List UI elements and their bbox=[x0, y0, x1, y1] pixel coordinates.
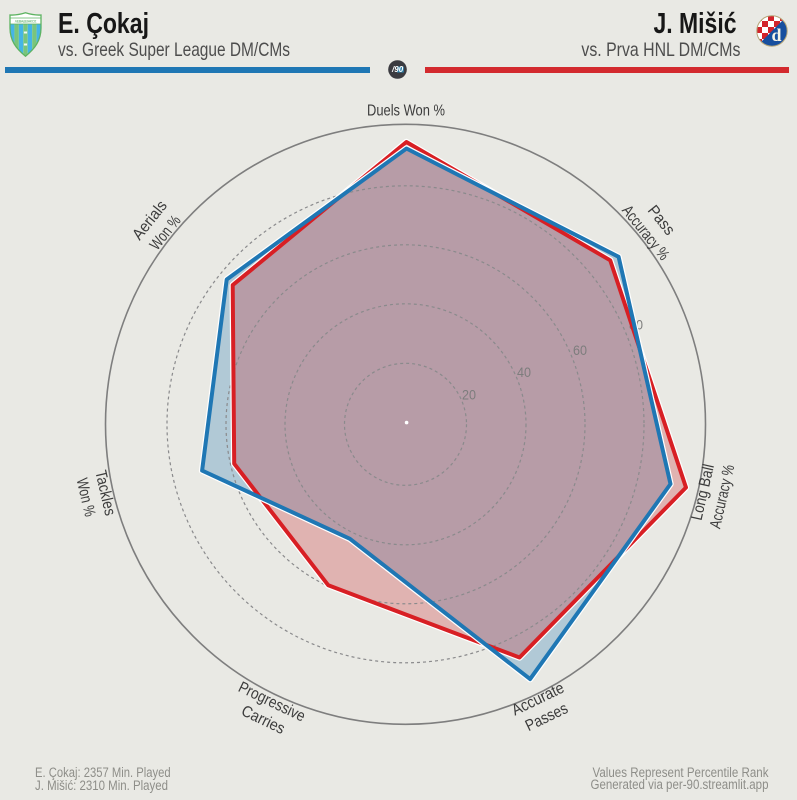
svg-text:J. Mišić: J. Mišić bbox=[654, 8, 737, 40]
svg-text:Duels Won %: Duels Won % bbox=[367, 103, 445, 120]
svg-text:ΛΕΒΑΔΕΙΑΚΟΣ: ΛΕΒΑΔΕΙΑΚΟΣ bbox=[15, 19, 37, 23]
svg-text:vs. Greek Super League DM/CMs: vs. Greek Super League DM/CMs bbox=[58, 39, 290, 61]
svg-text:20: 20 bbox=[462, 386, 476, 402]
svg-text:/90: /90 bbox=[391, 65, 404, 74]
svg-text:AerialsWon %: AerialsWon % bbox=[129, 198, 186, 256]
svg-text:vs. Prva HNL DM/CMs: vs. Prva HNL DM/CMs bbox=[581, 39, 740, 61]
svg-text:E. Çokaj: 2357 Min. Played: E. Çokaj: 2357 Min. Played bbox=[35, 765, 171, 780]
svg-text:J. Mišić: 2310 Min. Played: J. Mišić: 2310 Min. Played bbox=[35, 778, 168, 793]
svg-text:Long BallAccuracy %: Long BallAccuracy % bbox=[688, 459, 739, 531]
svg-text:ProgressiveCarries: ProgressiveCarries bbox=[227, 679, 308, 744]
svg-text:TacklesWon %: TacklesWon % bbox=[72, 469, 118, 522]
svg-text:E. Çokaj: E. Çokaj bbox=[58, 8, 149, 40]
svg-text:d: d bbox=[771, 25, 781, 45]
svg-text:PassAccuracy %: PassAccuracy % bbox=[618, 190, 687, 264]
svg-text:40: 40 bbox=[517, 364, 531, 380]
svg-text:60: 60 bbox=[573, 342, 587, 358]
svg-text:Generated via per-90.streamlit: Generated via per-90.streamlit.app bbox=[591, 777, 769, 792]
svg-text:Values Represent Percentile Ra: Values Represent Percentile Rank bbox=[593, 765, 769, 780]
svg-text:AccuratePasses: AccuratePasses bbox=[509, 680, 576, 738]
